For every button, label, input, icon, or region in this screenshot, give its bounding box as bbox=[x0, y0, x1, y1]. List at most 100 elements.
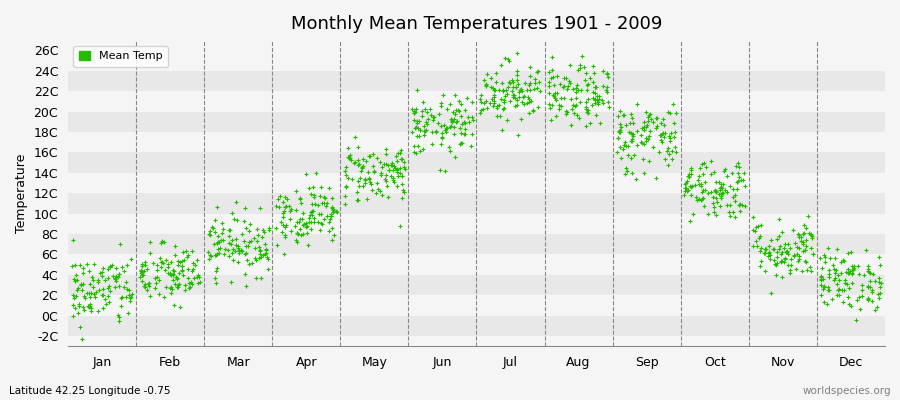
Point bbox=[247, 235, 261, 242]
Point bbox=[338, 201, 352, 207]
Point bbox=[560, 109, 574, 116]
Point bbox=[643, 158, 657, 164]
Point bbox=[292, 225, 307, 232]
Point bbox=[308, 201, 322, 207]
Point bbox=[388, 165, 402, 171]
Point bbox=[505, 77, 519, 84]
Point bbox=[780, 248, 795, 255]
Point bbox=[215, 226, 230, 232]
Point bbox=[259, 247, 274, 253]
Point bbox=[397, 189, 411, 195]
Bar bbox=[68, 132, 885, 152]
Point bbox=[375, 192, 390, 198]
Point bbox=[122, 295, 137, 301]
Point bbox=[148, 284, 162, 291]
Point bbox=[841, 250, 855, 256]
Point bbox=[546, 74, 561, 80]
Point bbox=[293, 200, 308, 206]
Point bbox=[658, 156, 672, 162]
Point bbox=[475, 106, 490, 112]
Point bbox=[381, 194, 395, 200]
Point bbox=[838, 280, 852, 286]
Point bbox=[167, 267, 182, 274]
Point bbox=[372, 186, 386, 192]
Point bbox=[446, 116, 461, 122]
Point bbox=[709, 188, 724, 194]
Point bbox=[257, 251, 272, 257]
Point bbox=[451, 107, 465, 114]
Point bbox=[351, 162, 365, 168]
Point bbox=[325, 205, 339, 212]
Point bbox=[341, 145, 356, 151]
Point bbox=[523, 64, 537, 70]
Point bbox=[821, 244, 835, 251]
Point bbox=[527, 76, 542, 82]
Point bbox=[491, 104, 505, 111]
Point bbox=[699, 164, 714, 170]
Point bbox=[394, 156, 409, 162]
Point bbox=[373, 159, 387, 165]
Point bbox=[586, 95, 600, 102]
Point bbox=[181, 252, 195, 258]
Point bbox=[804, 232, 818, 238]
Point bbox=[366, 151, 381, 158]
Point bbox=[171, 282, 185, 288]
Point bbox=[322, 228, 337, 234]
Point bbox=[852, 270, 867, 277]
Point bbox=[83, 294, 97, 301]
Point bbox=[170, 283, 184, 290]
Point bbox=[510, 96, 525, 103]
Point bbox=[229, 242, 243, 248]
Point bbox=[696, 195, 710, 201]
Point bbox=[448, 107, 463, 113]
Point bbox=[589, 83, 603, 90]
Point bbox=[405, 106, 419, 112]
Point bbox=[661, 144, 675, 151]
Point bbox=[612, 129, 626, 135]
Point bbox=[354, 168, 368, 174]
Point bbox=[275, 229, 290, 236]
Point bbox=[71, 285, 86, 292]
Point bbox=[590, 99, 605, 105]
Point bbox=[453, 141, 467, 148]
Point bbox=[770, 272, 784, 278]
Point bbox=[315, 199, 329, 206]
Point bbox=[495, 79, 509, 86]
Point bbox=[325, 204, 339, 211]
Point bbox=[258, 241, 273, 248]
Point bbox=[277, 251, 292, 257]
Point bbox=[452, 108, 466, 114]
Point bbox=[454, 140, 468, 146]
Point bbox=[641, 136, 655, 142]
Point bbox=[712, 190, 726, 197]
Point bbox=[586, 89, 600, 95]
Point bbox=[153, 255, 167, 261]
Point bbox=[846, 266, 860, 273]
Point bbox=[847, 263, 861, 269]
Point bbox=[753, 248, 768, 254]
Point bbox=[588, 96, 602, 102]
Point bbox=[66, 237, 80, 243]
Point bbox=[347, 159, 362, 165]
Point bbox=[506, 92, 520, 98]
Point bbox=[379, 151, 393, 158]
Point bbox=[485, 96, 500, 102]
Point bbox=[318, 195, 332, 201]
Point bbox=[834, 287, 849, 293]
Point bbox=[531, 104, 545, 110]
Point bbox=[135, 269, 149, 275]
Point bbox=[572, 115, 587, 121]
Point bbox=[691, 173, 706, 179]
Point bbox=[294, 232, 309, 238]
Point bbox=[123, 298, 138, 304]
Point bbox=[775, 258, 789, 264]
Point bbox=[426, 114, 440, 121]
Point bbox=[279, 222, 293, 228]
Point bbox=[238, 205, 252, 211]
Point bbox=[691, 180, 706, 187]
Point bbox=[101, 293, 115, 299]
Point bbox=[238, 283, 253, 289]
Point bbox=[510, 50, 525, 57]
Point bbox=[796, 230, 810, 237]
Point bbox=[479, 82, 493, 88]
